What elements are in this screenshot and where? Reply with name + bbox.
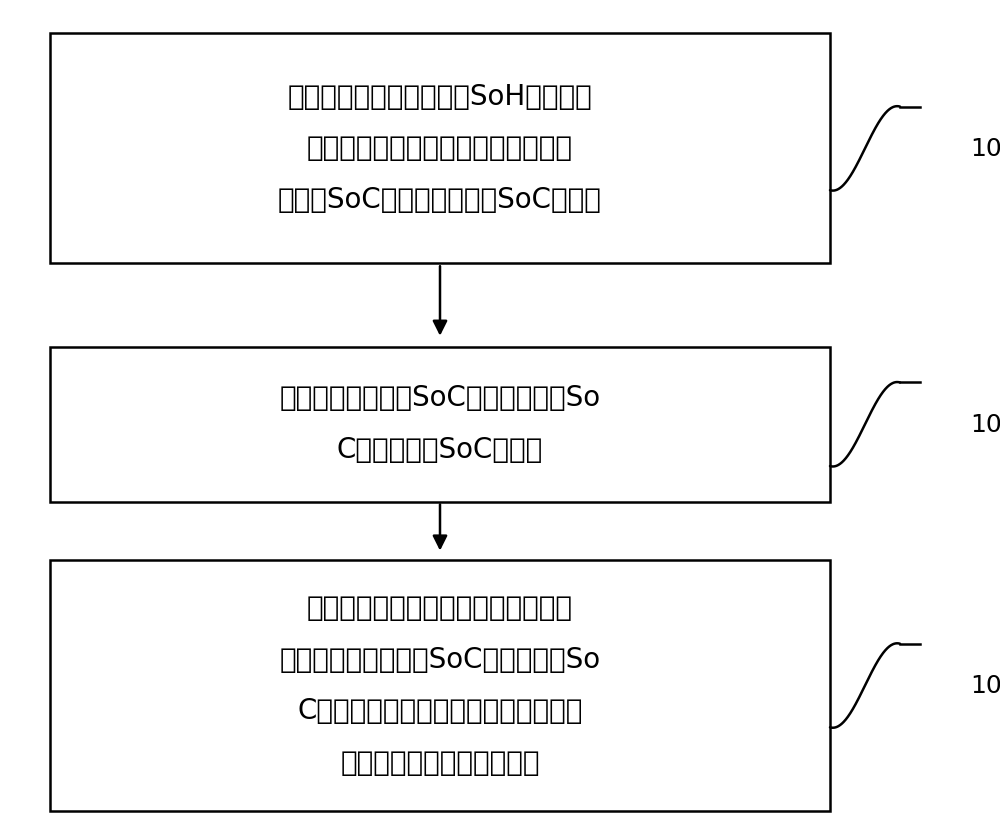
Text: 103: 103 (970, 674, 1000, 697)
Text: 电状态SoC分区，得到多个SoC子区间: 电状态SoC分区，得到多个SoC子区间 (278, 186, 602, 214)
Text: 对蓄电池的全充电状态的容量进行荷: 对蓄电池的全充电状态的容量进行荷 (307, 135, 573, 162)
Text: 判断汽车当前运行状态，根据汽车当: 判断汽车当前运行状态，根据汽车当 (307, 594, 573, 622)
Text: 102: 102 (970, 413, 1000, 436)
FancyBboxPatch shape (50, 33, 830, 263)
FancyBboxPatch shape (50, 560, 830, 811)
Text: C子区间，确定蓄电池的控制模式，并: C子区间，确定蓄电池的控制模式，并 (297, 697, 583, 726)
Text: 前运行状态以及第一SoC值所对应的So: 前运行状态以及第一SoC值所对应的So (279, 645, 601, 674)
Text: 101: 101 (970, 137, 1000, 161)
Text: 监测蓄电池的第一SoC值，确定第一So: 监测蓄电池的第一SoC值，确定第一So (279, 385, 601, 412)
Text: 在蓄电池的预设健康状态SoH区域内，: 在蓄电池的预设健康状态SoH区域内， (288, 83, 592, 110)
Text: 执行与控制模式对应的处理: 执行与控制模式对应的处理 (340, 749, 540, 777)
Text: C值所对应的SoC子区间: C值所对应的SoC子区间 (337, 436, 543, 464)
FancyBboxPatch shape (50, 347, 830, 502)
